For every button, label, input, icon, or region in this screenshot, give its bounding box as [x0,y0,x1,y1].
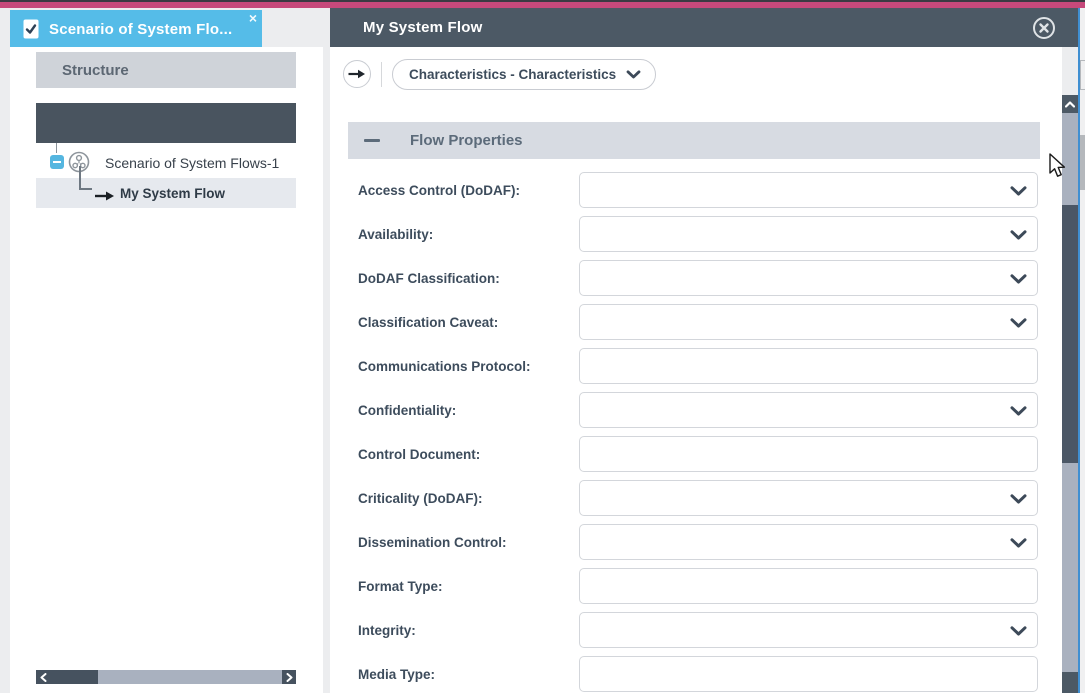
panel-close-icon[interactable] [1032,16,1056,40]
window-top-line [0,0,1085,2]
field-label: Communications Protocol: [358,358,531,374]
chevron-down-icon[interactable] [1010,406,1027,416]
horizontal-scrollbar-thumb[interactable] [50,670,98,684]
field-label: Control Document: [358,446,481,462]
field-label: Dissemination Control: [358,534,507,550]
tree-item-scenario-root[interactable]: Scenario of System Flows-1 [10,148,323,178]
tab-title: Scenario of System Flo... [49,20,233,38]
structure-panel: Structure Scenario of System Flows-1 My … [10,47,323,693]
field-input[interactable] [579,524,1038,560]
property-panel-header: My System Flow [330,8,1078,47]
characteristics-dropdown-label: Characteristics - Characteristics [409,67,617,82]
tab-scenario-of-system-flows[interactable]: Scenario of System Flo... × [10,10,262,48]
breadcrumb-divider [381,62,382,87]
chevron-down-icon [626,70,641,79]
accent-bar [0,2,1085,8]
field-label: Confidentiality: [358,402,457,418]
tree-item-label[interactable]: Scenario of System Flows-1 [105,155,280,171]
collapse-minus-icon[interactable] [364,139,380,142]
field-label: Integrity: [358,622,416,638]
field-label: Availability: [358,226,434,242]
tree-elbow-line [79,166,92,190]
field-row: Access Control (DoDAF): [330,172,1062,208]
chevron-down-icon[interactable] [1010,626,1027,636]
chevron-down-icon[interactable] [1010,494,1027,504]
vertical-scrollbar-thumb[interactable] [1062,205,1078,463]
field-row: Control Document: [330,436,1062,472]
breadcrumb: Characteristics - Characteristics [330,59,1062,91]
scroll-left-icon[interactable] [36,670,50,684]
scroll-right-icon[interactable] [282,670,296,684]
field-input[interactable] [579,260,1038,296]
chevron-down-icon[interactable] [1010,274,1027,284]
field-row: Communications Protocol: [330,348,1062,384]
field-row: Dissemination Control: [330,524,1062,560]
tab-close-icon[interactable]: × [248,10,257,26]
field-row: Confidentiality: [330,392,1062,428]
panel-edge-divider [1078,8,1080,693]
field-label: Format Type: [358,578,443,594]
chevron-down-icon[interactable] [1010,186,1027,196]
flow-properties-form: Access Control (DoDAF): Availability: Do… [330,172,1062,692]
field-row: Criticality (DoDAF): [330,480,1062,516]
panel-title: My System Flow [363,19,483,36]
browser-scrollbar-segment [1080,60,1085,90]
field-input[interactable] [579,436,1038,472]
chevron-down-icon[interactable] [1010,230,1027,240]
field-row: DoDAF Classification: [330,260,1062,296]
field-row: Availability: [330,216,1062,252]
arrow-right-icon [348,69,365,79]
field-input[interactable] [579,172,1038,208]
browser-scrollbar-thumb[interactable] [1080,135,1085,190]
field-label: Classification Caveat: [358,314,499,330]
field-input[interactable] [579,568,1038,604]
field-input[interactable] [579,612,1038,648]
scroll-up-icon[interactable] [1062,95,1078,113]
characteristics-dropdown[interactable]: Characteristics - Characteristics [392,59,657,90]
tree-item-my-system-flow[interactable]: My System Flow [36,166,296,208]
field-row: Format Type: [330,568,1062,604]
field-input[interactable] [579,216,1038,252]
chevron-down-icon[interactable] [1010,538,1027,548]
document-check-icon [23,19,39,39]
field-row: Integrity: [330,612,1062,648]
structure-header: Structure [36,52,296,88]
chevron-down-icon[interactable] [1010,318,1027,328]
horizontal-scrollbar[interactable] [36,670,296,684]
field-input[interactable] [579,304,1038,340]
field-label: Criticality (DoDAF): [358,490,483,506]
scroll-down-button[interactable] [1062,672,1078,693]
field-row: Classification Caveat: [330,304,1062,340]
flow-arrow-icon [95,188,115,206]
field-input[interactable] [579,348,1038,384]
tree-connector-line [56,143,57,153]
tree-item-label[interactable]: My System Flow [120,185,226,201]
field-label: Media Type: [358,666,436,682]
section-title: Flow Properties [410,132,523,149]
flow-nav-button[interactable] [343,60,371,88]
tree-toolbar-block [36,103,296,143]
field-label: DoDAF Classification: [358,270,500,286]
field-input[interactable] [579,656,1038,692]
field-input[interactable] [579,392,1038,428]
field-input[interactable] [579,480,1038,516]
flow-properties-section-header[interactable]: Flow Properties [348,122,1040,159]
structure-header-label: Structure [62,61,129,79]
browser-scrollbar[interactable] [1080,8,1085,693]
collapse-minus-icon[interactable] [50,155,64,169]
field-row: Media Type: [330,656,1062,692]
field-label: Access Control (DoDAF): [358,182,521,198]
property-panel-body: Characteristics - Characteristics Flow P… [330,47,1062,693]
